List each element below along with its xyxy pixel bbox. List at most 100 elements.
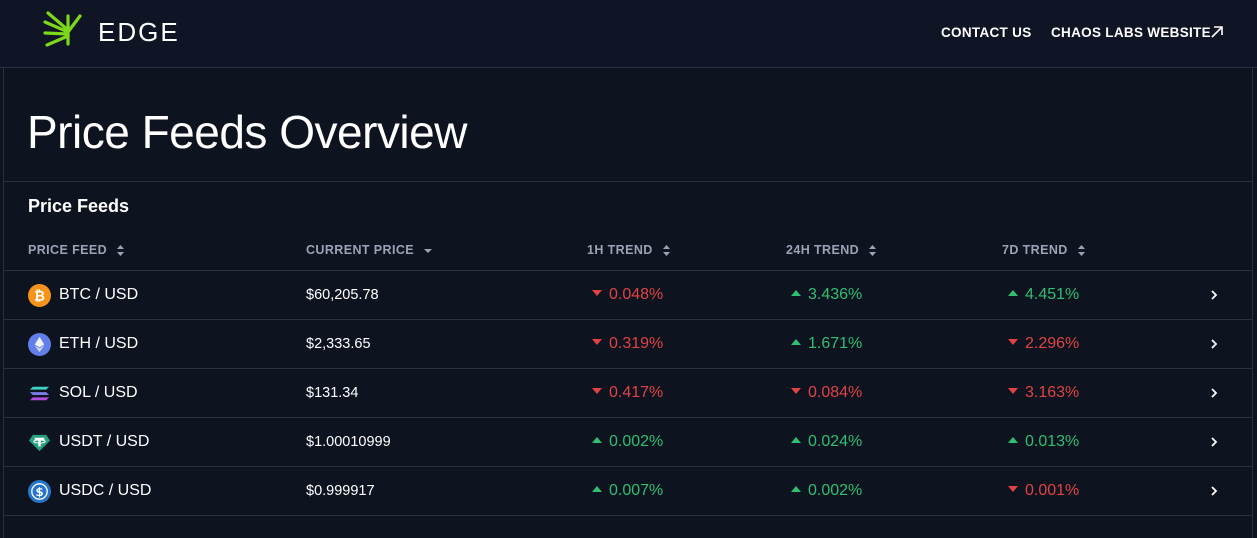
trend-up-icon [791, 338, 801, 345]
column-header-price-feed[interactable]: PRICE FEED [28, 243, 124, 257]
divider [4, 466, 1252, 467]
table-row[interactable]: $ USDC / USD $0.999917 0.007% 0.002% 0.0… [4, 467, 1252, 516]
chevron-right-icon[interactable] [1209, 485, 1219, 497]
usdt-icon [28, 434, 51, 452]
svg-text:$: $ [35, 485, 43, 499]
current-price: $1.00010999 [306, 434, 391, 450]
trend-7d: 4.451% [1008, 286, 1079, 304]
trend-value: 3.436% [808, 286, 863, 303]
price-feed-pair: ETH / USD [59, 335, 139, 352]
current-price: $0.999917 [306, 483, 375, 499]
section-title: Price Feeds [28, 196, 130, 216]
chevron-right-icon[interactable] [1209, 289, 1219, 301]
divider [4, 368, 1252, 369]
trend-down-icon [1008, 338, 1018, 345]
trend-down-icon [592, 289, 602, 296]
table-row[interactable]: ETH / USD $2,333.65 0.319% 1.671% 2.296% [4, 320, 1252, 369]
trend-value: 0.002% [609, 433, 664, 450]
btc-icon: ₿ [28, 284, 51, 307]
trend-24h: 3.436% [791, 286, 862, 304]
trend-up-icon [1008, 289, 1018, 296]
trend-value: 0.002% [808, 482, 863, 499]
usdc-icon: $ [28, 480, 51, 503]
trend-up-icon [1008, 436, 1018, 443]
chevron-right-icon[interactable] [1209, 387, 1219, 399]
column-header-7d-trend[interactable]: 7D TREND [1002, 243, 1085, 257]
price-feed-pair: USDT / USD [59, 433, 150, 450]
trend-1h: 0.048% [592, 286, 663, 304]
edge-logo-icon[interactable] [42, 10, 84, 50]
trend-value: 0.013% [1025, 433, 1080, 450]
trend-24h: 0.024% [791, 433, 862, 451]
column-header-label: PRICE FEED [28, 243, 108, 257]
trend-7d: 2.296% [1008, 335, 1079, 353]
table-row[interactable]: USDT / USD $1.00010999 0.002% 0.024% 0.0… [4, 418, 1252, 467]
trend-7d: 3.163% [1008, 384, 1079, 402]
trend-1h: 0.319% [592, 335, 663, 353]
chevron-right-icon[interactable] [1209, 436, 1219, 448]
eth-icon [28, 333, 51, 356]
trend-1h: 0.417% [592, 384, 663, 402]
table-row[interactable]: ₿ BTC / USD $60,205.78 0.048% 3.436% 4.4… [4, 271, 1252, 320]
sort-descending-icon [423, 249, 432, 254]
divider [4, 515, 1252, 516]
trend-value: 0.048% [609, 286, 664, 303]
price-feed-pair: BTC / USD [59, 286, 139, 303]
trend-down-icon [592, 387, 602, 394]
trend-value: 3.163% [1025, 384, 1080, 401]
column-header-label: 24H TREND [786, 243, 860, 257]
trend-24h: 1.671% [791, 335, 862, 353]
external-link-arrow-icon[interactable] [1210, 25, 1224, 39]
sort-icon [1077, 245, 1085, 257]
column-header-1h-trend[interactable]: 1H TREND [587, 243, 670, 257]
trend-value: 0.007% [609, 482, 664, 499]
trend-24h: 0.084% [791, 384, 862, 402]
trend-down-icon [592, 338, 602, 345]
column-header-24h-trend[interactable]: 24H TREND [786, 243, 876, 257]
trend-7d: 0.013% [1008, 433, 1079, 451]
divider [4, 181, 1252, 182]
current-price: $131.34 [306, 385, 359, 401]
table-row[interactable]: SOL / USD $131.34 0.417% 0.084% 3.163% [4, 369, 1252, 418]
sort-icon [116, 245, 124, 257]
trend-up-icon [592, 436, 602, 443]
brand-name[interactable]: EDGE [98, 17, 180, 47]
svg-text:₿: ₿ [34, 289, 45, 304]
contact-us-link[interactable]: CONTACT US [941, 25, 1032, 40]
divider [4, 270, 1252, 271]
trend-up-icon [592, 485, 602, 492]
trend-up-icon [791, 436, 801, 443]
column-header-label: 1H TREND [587, 243, 653, 257]
trend-value: 2.296% [1025, 335, 1080, 352]
sol-icon [29, 386, 50, 401]
trend-1h: 0.002% [592, 433, 663, 451]
trend-value: 0.001% [1025, 482, 1080, 499]
page-title: Price Feeds Overview [27, 106, 467, 158]
divider [4, 319, 1252, 320]
sort-icon [662, 245, 670, 257]
current-price: $60,205.78 [306, 287, 379, 303]
trend-value: 4.451% [1025, 286, 1080, 303]
trend-value: 0.417% [609, 384, 664, 401]
top-navigation-bar: EDGE CONTACT US CHAOS LABS WEBSITE [0, 0, 1257, 68]
price-feed-pair: SOL / USD [59, 384, 138, 401]
column-header-current-price[interactable]: CURRENT PRICE [306, 243, 432, 257]
trend-value: 1.671% [808, 335, 863, 352]
trend-down-icon [1008, 387, 1018, 394]
column-header-label: 7D TREND [1002, 243, 1068, 257]
trend-7d: 0.001% [1008, 482, 1079, 500]
chevron-right-icon[interactable] [1209, 338, 1219, 350]
trend-up-icon [791, 289, 801, 296]
trend-down-icon [791, 387, 801, 394]
chaos-labs-website-link[interactable]: CHAOS LABS WEBSITE [1051, 25, 1211, 40]
trend-1h: 0.007% [592, 482, 663, 500]
main-panel [3, 68, 1253, 538]
trend-up-icon [791, 485, 801, 492]
price-feed-pair: USDC / USD [59, 482, 152, 499]
trend-down-icon [1008, 485, 1018, 492]
column-header-label: CURRENT PRICE [306, 243, 414, 257]
trend-value: 0.084% [808, 384, 863, 401]
current-price: $2,333.65 [306, 336, 371, 352]
trend-value: 0.024% [808, 433, 863, 450]
sort-icon [868, 245, 876, 257]
